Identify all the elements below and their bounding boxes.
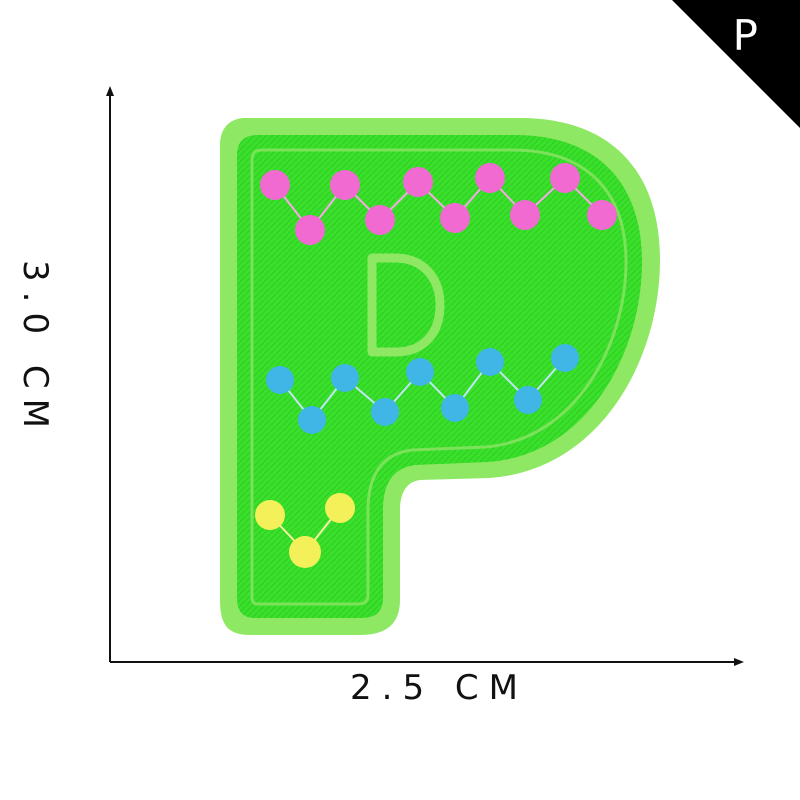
width-label: 2.5 CM: [350, 668, 528, 708]
pink-zigzag: [274, 176, 603, 232]
corner-tag-letter: P: [732, 11, 758, 60]
inner-letter-d: [367, 253, 445, 357]
pink-dots: [260, 163, 617, 245]
corner-tag: [672, 0, 800, 128]
yellow-dots: [255, 493, 355, 568]
blue-dots: [266, 344, 579, 434]
